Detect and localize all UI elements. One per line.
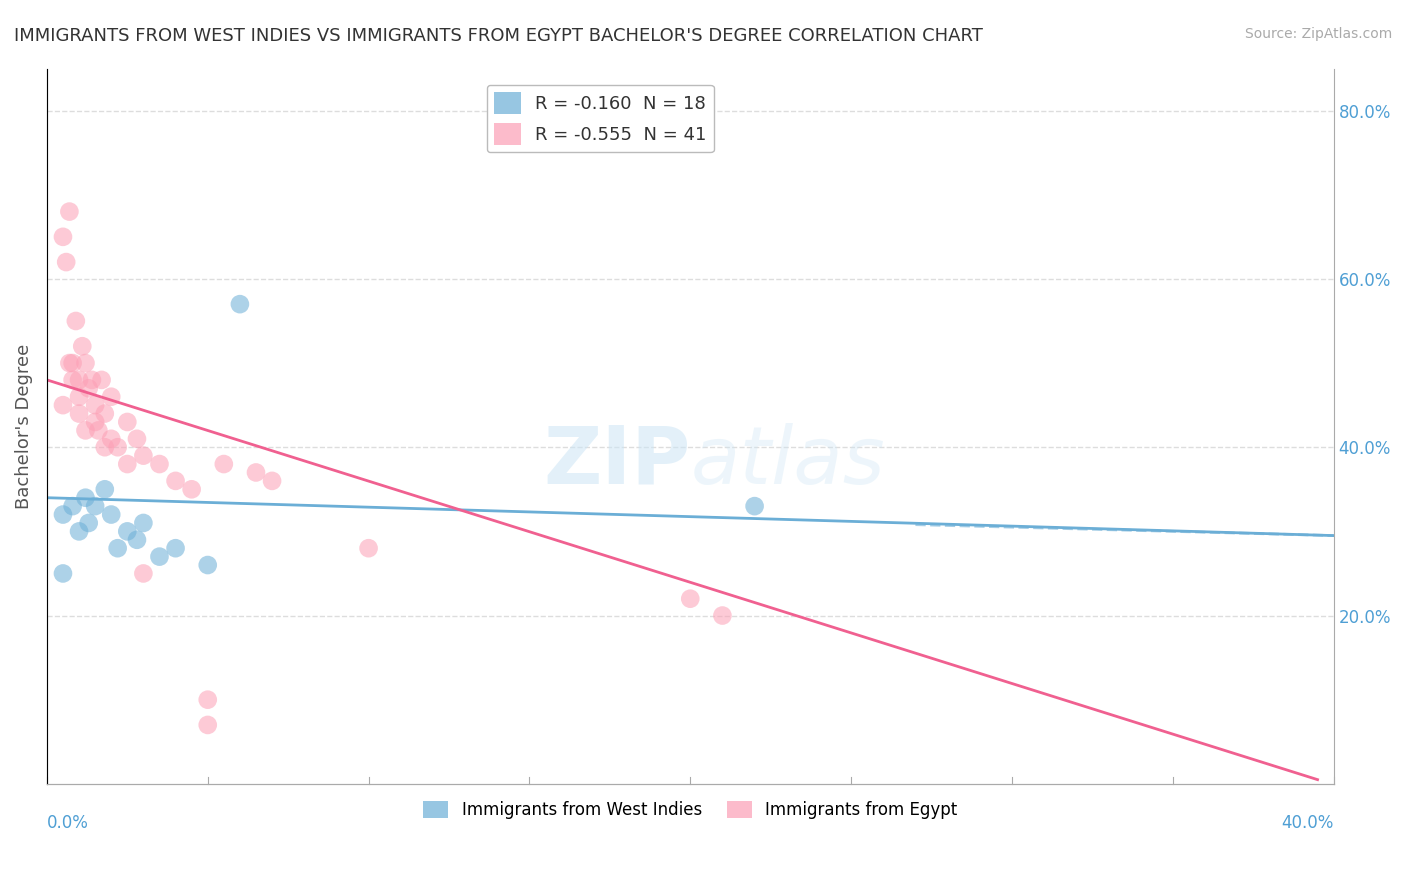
Point	[94, 440, 117, 454]
Point	[52, 508, 75, 522]
Point	[100, 508, 122, 522]
Point	[75, 424, 97, 438]
Text: Source: ZipAtlas.com: Source: ZipAtlas.com	[1244, 27, 1392, 41]
Point	[132, 516, 155, 530]
Point	[744, 499, 766, 513]
Point	[197, 718, 219, 732]
Point	[197, 558, 219, 572]
Point	[148, 549, 170, 564]
Point	[77, 381, 100, 395]
Point	[100, 390, 122, 404]
Point	[245, 466, 267, 480]
Point	[132, 566, 155, 581]
Text: atlas: atlas	[690, 423, 884, 501]
Point	[117, 415, 139, 429]
Text: 40.0%: 40.0%	[1281, 814, 1334, 832]
Point	[84, 415, 107, 429]
Text: 0.0%: 0.0%	[46, 814, 89, 832]
Point	[94, 407, 117, 421]
Point	[67, 390, 90, 404]
Point	[117, 524, 139, 539]
Point	[87, 424, 110, 438]
Point	[90, 373, 112, 387]
Point	[84, 499, 107, 513]
Point	[62, 499, 84, 513]
Point	[67, 524, 90, 539]
Point	[80, 373, 103, 387]
Point	[67, 407, 90, 421]
Legend: Immigrants from West Indies, Immigrants from Egypt: Immigrants from West Indies, Immigrants …	[416, 794, 965, 826]
Point	[132, 449, 155, 463]
Point	[107, 440, 129, 454]
Point	[75, 491, 97, 505]
Point	[75, 356, 97, 370]
Point	[229, 297, 252, 311]
Point	[65, 314, 87, 328]
Text: IMMIGRANTS FROM WEST INDIES VS IMMIGRANTS FROM EGYPT BACHELOR'S DEGREE CORRELATI: IMMIGRANTS FROM WEST INDIES VS IMMIGRANT…	[14, 27, 983, 45]
Point	[148, 457, 170, 471]
Point	[94, 483, 117, 497]
Point	[125, 533, 148, 547]
Point	[125, 432, 148, 446]
Point	[357, 541, 380, 556]
Point	[55, 255, 77, 269]
Point	[197, 692, 219, 706]
Point	[67, 373, 90, 387]
Point	[165, 474, 187, 488]
Point	[107, 541, 129, 556]
Point	[52, 398, 75, 412]
Point	[711, 608, 734, 623]
Point	[84, 398, 107, 412]
Point	[212, 457, 235, 471]
Point	[58, 356, 80, 370]
Point	[100, 432, 122, 446]
Point	[52, 566, 75, 581]
Point	[58, 204, 80, 219]
Point	[72, 339, 94, 353]
Point	[679, 591, 702, 606]
Point	[262, 474, 284, 488]
Point	[52, 230, 75, 244]
Point	[77, 516, 100, 530]
Y-axis label: Bachelor's Degree: Bachelor's Degree	[15, 343, 32, 508]
Point	[117, 457, 139, 471]
Point	[62, 356, 84, 370]
Point	[165, 541, 187, 556]
Point	[62, 373, 84, 387]
Point	[180, 483, 202, 497]
Text: ZIP: ZIP	[543, 423, 690, 501]
